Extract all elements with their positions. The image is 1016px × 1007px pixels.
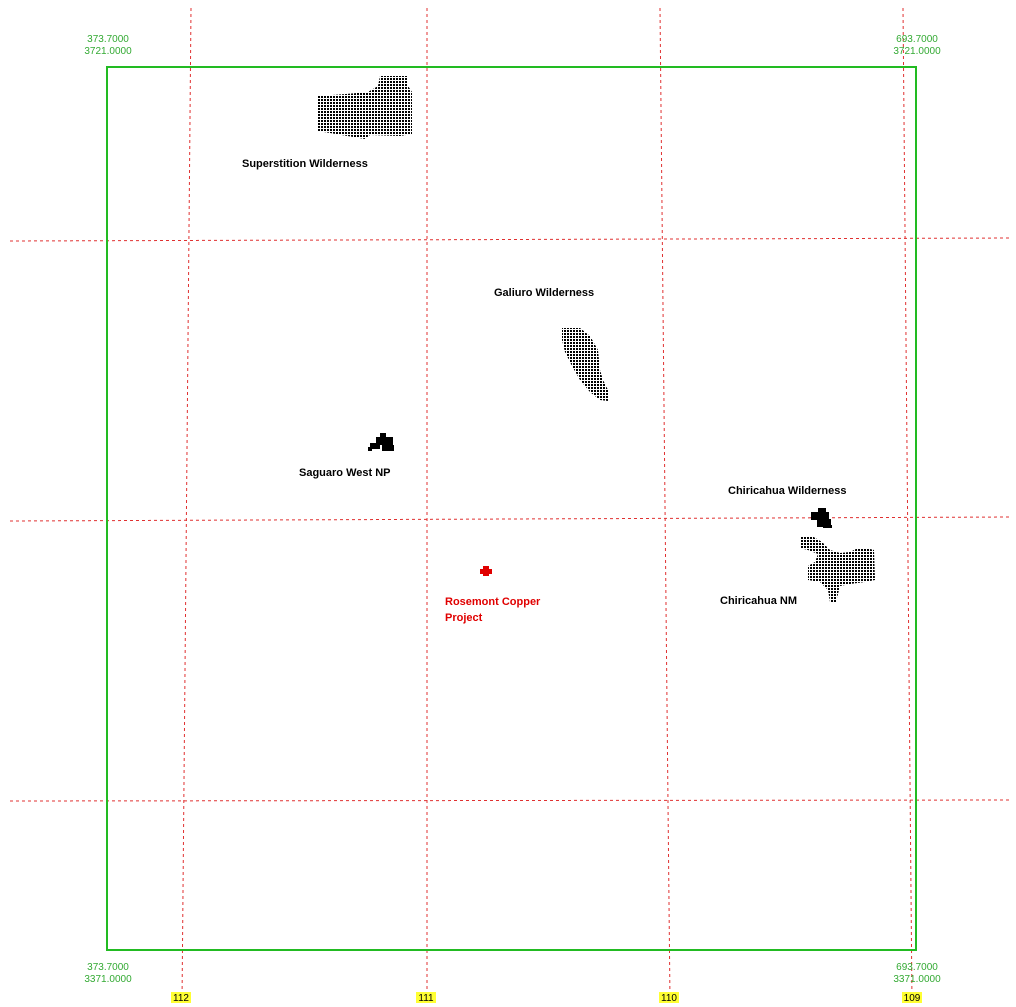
corner-br-y: 3371.0000 <box>893 974 941 985</box>
longitude-label-111: 111 <box>418 993 434 1004</box>
corner-br-x: 693.7000 <box>896 962 938 973</box>
longitude-labels: 112 111 110 109 <box>171 992 922 1004</box>
label-galiuro-wilderness: Galiuro Wilderness <box>494 287 594 299</box>
chiricahua-nm-area <box>800 536 875 602</box>
graticule-line-lat-3 <box>9 799 1013 802</box>
label-chiricahua-nm: Chiricahua NM <box>720 595 797 607</box>
graticule-line-112 <box>181 7 192 1003</box>
corner-tl-y: 3721.0000 <box>84 46 132 57</box>
galiuro-wilderness-area <box>562 328 609 401</box>
corner-bl-x: 373.7000 <box>87 962 129 973</box>
longitude-label-112: 112 <box>173 993 189 1004</box>
corner-tr-x: 693.7000 <box>896 34 938 45</box>
saguaro-west-np-area <box>368 433 394 451</box>
graticule-line-110 <box>659 7 671 1003</box>
corner-tl-x: 373.7000 <box>87 34 129 45</box>
label-rosemont-project: Project <box>445 612 483 624</box>
graticule-grid <box>9 7 1013 1003</box>
corner-tr-y: 3721.0000 <box>893 46 941 57</box>
longitude-label-110: 110 <box>661 993 677 1004</box>
label-superstition-wilderness: Superstition Wilderness <box>242 158 368 170</box>
graticule-line-109 <box>902 7 913 1003</box>
rosemont-project-marker <box>480 566 492 576</box>
longitude-label-109: 109 <box>904 993 921 1004</box>
label-rosemont-copper: Rosemont Copper <box>445 596 541 608</box>
corner-bl-y: 3371.0000 <box>84 974 132 985</box>
superstition-wilderness-area <box>318 76 412 139</box>
domain-boundary <box>106 66 917 951</box>
graticule-line-lat-2 <box>9 516 1013 522</box>
chiricahua-wilderness-area <box>811 508 832 528</box>
label-chiricahua-wilderness: Chiricahua Wilderness <box>728 485 847 497</box>
graticule-line-lat-1 <box>9 237 1013 242</box>
label-saguaro-west-np: Saguaro West NP <box>299 467 391 479</box>
